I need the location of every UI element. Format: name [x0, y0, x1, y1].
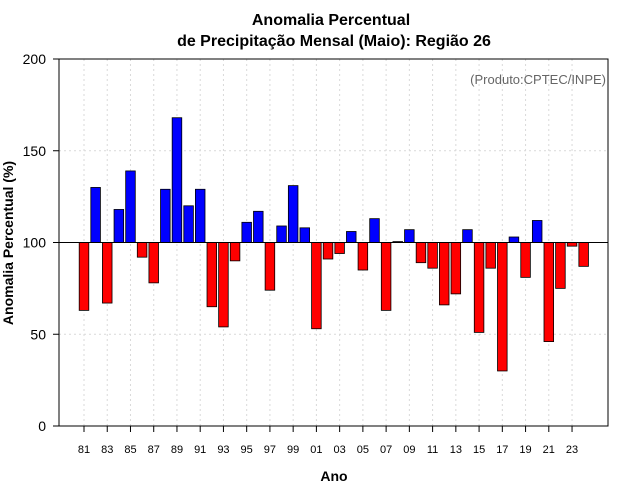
bar-2020: [531, 220, 543, 243]
x-tick-label: 03: [334, 444, 346, 456]
bar-2010: [415, 242, 427, 264]
bar-1986: [136, 242, 148, 258]
x-tick-label: 05: [357, 444, 369, 456]
bar-2009: [404, 229, 415, 243]
y-axis-title: Anomalia Percentual (%): [0, 161, 16, 325]
bar-1990: [183, 205, 194, 243]
x-tick-label: 19: [519, 444, 531, 456]
x-tick-label: 09: [403, 444, 415, 456]
y-tick-label: 50: [30, 326, 46, 342]
bar-1996: [253, 210, 264, 243]
x-tick-label: 81: [78, 444, 90, 456]
x-tick-label: 99: [287, 444, 299, 456]
bar-2016: [485, 242, 496, 269]
bars: [78, 117, 589, 372]
bar-2023: [566, 242, 578, 247]
bar-2022: [555, 242, 566, 289]
bar-2001: [311, 242, 322, 330]
x-tick-label: 83: [101, 444, 113, 456]
bar-2012: [439, 242, 450, 306]
bar-1995: [241, 221, 252, 243]
bar-2002: [322, 242, 334, 260]
y-axis: 0 50 100 150 200: [23, 51, 59, 434]
bar-2017: [497, 242, 508, 372]
y-tick-label: 100: [23, 235, 47, 251]
bar-2014: [462, 229, 473, 243]
bar-1982: [90, 187, 101, 243]
bar-2007: [380, 242, 392, 311]
x-axis-title: Ano: [320, 468, 347, 484]
x-tick-label: 11: [427, 444, 438, 456]
chart-title-line1: Anomalia Percentual: [252, 12, 410, 29]
bar-1985: [125, 170, 136, 243]
bar-1991: [194, 188, 206, 243]
bar-2013: [450, 242, 462, 295]
bar-1997: [264, 242, 276, 291]
bar-2011: [427, 242, 438, 269]
y-tick-label: 200: [23, 51, 47, 67]
bar-1988: [160, 188, 171, 243]
x-tick-label: 17: [496, 444, 508, 456]
chart-title-line2: de Precipitação Mensal (Maio): Região 26: [177, 33, 491, 50]
bar-1989: [171, 117, 183, 243]
bar-1983: [102, 242, 113, 304]
x-tick-label: 85: [124, 444, 136, 456]
bar-1998: [276, 225, 287, 243]
y-tick-label: 150: [23, 143, 47, 159]
x-tick-label: 01: [310, 444, 322, 456]
bar-2015: [473, 242, 485, 333]
x-tick-label: 21: [543, 444, 555, 456]
bar-2021: [543, 242, 555, 342]
x-tick-label: 89: [171, 444, 183, 456]
bar-1999: [287, 185, 299, 243]
bar-1984: [113, 209, 125, 243]
x-tick-label: 15: [473, 444, 485, 456]
bar-2006: [369, 218, 380, 243]
x-tick-label: 93: [217, 444, 229, 456]
bar-1994: [229, 242, 241, 262]
x-tick-label: 97: [264, 444, 276, 456]
bar-2005: [357, 242, 369, 271]
bar-2018: [508, 236, 520, 243]
bar-1992: [206, 242, 218, 308]
bar-1993: [218, 242, 229, 328]
bar-2024: [578, 242, 589, 267]
credit-label: (Produto:CPTEC/INPE): [470, 72, 606, 87]
x-tick-label: 95: [241, 444, 253, 456]
bar-2000: [299, 227, 310, 243]
bar-2004: [346, 231, 357, 243]
x-tick-label: 07: [380, 444, 392, 456]
bar-1987: [148, 242, 159, 284]
bar-1981: [78, 242, 90, 311]
x-tick-label: 91: [194, 444, 206, 456]
y-tick-label: 0: [38, 418, 46, 434]
bar-2019: [520, 242, 531, 278]
x-tick-label: 87: [148, 444, 160, 456]
x-tick-label: 13: [450, 444, 462, 456]
x-axis: 81 83 85 87 89 91 93 95 97 99 01 03 05 07 09 11 13 15 17 19…: [78, 426, 578, 456]
x-tick-label: 23: [566, 444, 578, 456]
bar-2003: [334, 242, 345, 254]
